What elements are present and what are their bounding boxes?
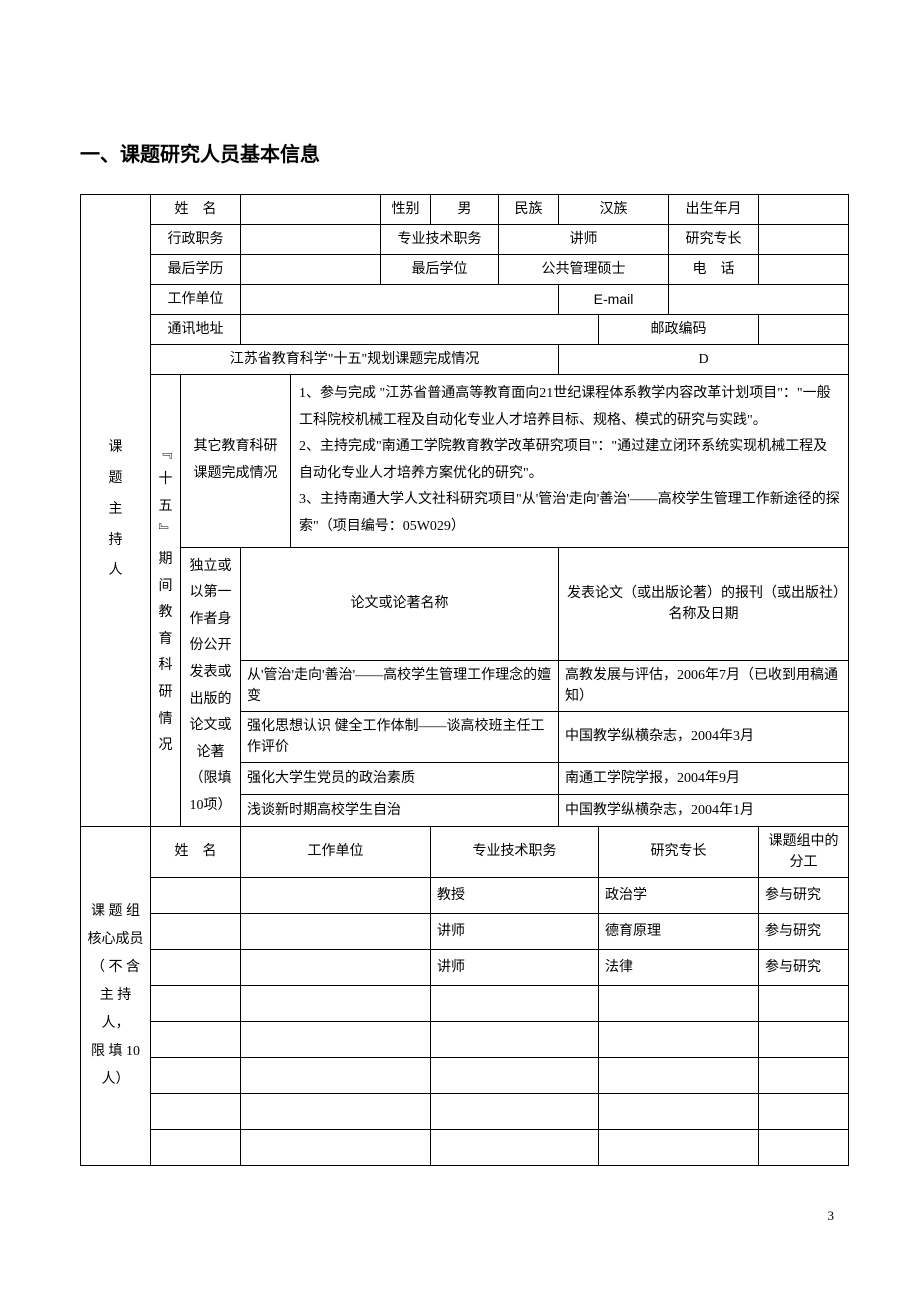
pub-title: 从'管治'走向'善治'——高校学生管理工作理念的嬗变	[241, 660, 559, 711]
team-title: 讲师	[431, 913, 599, 949]
team-division: 参与研究	[759, 913, 849, 949]
label-work-unit: 工作单位	[151, 285, 241, 315]
team-division	[759, 1129, 849, 1165]
label-pub-journal: 发表论文（或出版论著）的报刊（或出版社）名称及日期	[559, 547, 849, 660]
team-division	[759, 985, 849, 1021]
label-postcode: 邮政编码	[599, 315, 759, 345]
label-team-unit: 工作单位	[241, 826, 431, 877]
value-last-edu	[241, 255, 381, 285]
host-label: 课题主持人	[81, 195, 151, 827]
team-title	[431, 1021, 599, 1057]
team-field	[599, 1021, 759, 1057]
team-name	[151, 985, 241, 1021]
team-unit	[241, 949, 431, 985]
team-unit	[241, 913, 431, 949]
team-unit	[241, 1093, 431, 1129]
info-table: 课题主持人 姓 名 性别 男 民族 汉族 出生年月 行政职务 专业技术职务 讲师…	[80, 194, 849, 827]
team-title	[431, 1129, 599, 1165]
label-team-title: 专业技术职务	[431, 826, 599, 877]
team-unit	[241, 1129, 431, 1165]
team-unit	[241, 877, 431, 913]
team-field: 法律	[599, 949, 759, 985]
value-postcode	[759, 315, 849, 345]
team-unit	[241, 985, 431, 1021]
value-work-unit	[241, 285, 559, 315]
pub-journal: 中国教学纵横杂志，2004年1月	[559, 794, 849, 826]
value-admin-post	[241, 225, 381, 255]
value-ethnicity: 汉族	[559, 195, 669, 225]
team-division: 参与研究	[759, 877, 849, 913]
section-heading: 一、课题研究人员基本信息	[80, 140, 840, 170]
page-number: 3	[80, 1206, 840, 1226]
team-name	[151, 1021, 241, 1057]
label-ethnicity: 民族	[499, 195, 559, 225]
label-last-edu: 最后学历	[151, 255, 241, 285]
label-other-projects: 其它教育科研课题完成情况	[181, 375, 291, 548]
label-admin-post: 行政职务	[151, 225, 241, 255]
label-team-division: 课题组中的分工	[759, 826, 849, 877]
team-title	[431, 1057, 599, 1093]
value-birth	[759, 195, 849, 225]
label-gender: 性别	[381, 195, 431, 225]
value-plan-grade: D	[559, 345, 849, 375]
label-pro-title: 专业技术职务	[381, 225, 499, 255]
team-unit	[241, 1057, 431, 1093]
team-name	[151, 913, 241, 949]
team-title: 讲师	[431, 949, 599, 985]
team-title	[431, 1093, 599, 1129]
team-name	[151, 949, 241, 985]
label-phone: 电 话	[669, 255, 759, 285]
team-title: 教授	[431, 877, 599, 913]
team-field	[599, 1129, 759, 1165]
pub-title: 强化大学生党员的政治素质	[241, 762, 559, 794]
team-field: 德育原理	[599, 913, 759, 949]
label-pub-role: 独立或以第一作者身份公开发表或出版的论文或论著（限填10项）	[181, 547, 241, 826]
team-table: 课 题 组核心成员（ 不 含主 持 人，限 填 10人） 姓 名 工作单位 专业…	[80, 826, 849, 1166]
label-team-name: 姓 名	[151, 826, 241, 877]
other-projects-text: 1、参与完成 "江苏省普通高等教育面向21世纪课程体系教学内容改革计划项目"："…	[291, 375, 849, 548]
pub-journal: 南通工学院学报，2004年9月	[559, 762, 849, 794]
team-division	[759, 1021, 849, 1057]
team-name	[151, 1057, 241, 1093]
team-name	[151, 1093, 241, 1129]
label-email: E-mail	[559, 285, 669, 315]
value-last-degree: 公共管理硕士	[499, 255, 669, 285]
team-field: 政治学	[599, 877, 759, 913]
pub-title: 强化思想认识 健全工作体制——谈高校班主任工作评价	[241, 711, 559, 762]
pub-title: 浅谈新时期高校学生自治	[241, 794, 559, 826]
period-label: ﹃十五﹄期间教育科研情况	[151, 375, 181, 827]
value-email	[669, 285, 849, 315]
pub-journal: 中国教学纵横杂志，2004年3月	[559, 711, 849, 762]
label-name: 姓 名	[151, 195, 241, 225]
team-division	[759, 1057, 849, 1093]
team-label: 课 题 组核心成员（ 不 含主 持 人，限 填 10人）	[81, 826, 151, 1165]
team-division: 参与研究	[759, 949, 849, 985]
value-address	[241, 315, 599, 345]
value-phone	[759, 255, 849, 285]
team-field	[599, 1057, 759, 1093]
team-field	[599, 985, 759, 1021]
team-name	[151, 1129, 241, 1165]
team-field	[599, 1093, 759, 1129]
team-division	[759, 1093, 849, 1129]
value-pro-title: 讲师	[499, 225, 669, 255]
pub-journal: 高教发展与评估，2006年7月（已收到用稿通知）	[559, 660, 849, 711]
value-gender: 男	[431, 195, 499, 225]
team-unit	[241, 1021, 431, 1057]
value-research-field	[759, 225, 849, 255]
team-title	[431, 985, 599, 1021]
label-pub-title: 论文或论著名称	[241, 547, 559, 660]
team-name	[151, 877, 241, 913]
value-name	[241, 195, 381, 225]
label-research-field: 研究专长	[669, 225, 759, 255]
label-plan-status: 江苏省教育科学"十五"规划课题完成情况	[151, 345, 559, 375]
label-address: 通讯地址	[151, 315, 241, 345]
label-last-degree: 最后学位	[381, 255, 499, 285]
label-team-field: 研究专长	[599, 826, 759, 877]
label-birth: 出生年月	[669, 195, 759, 225]
